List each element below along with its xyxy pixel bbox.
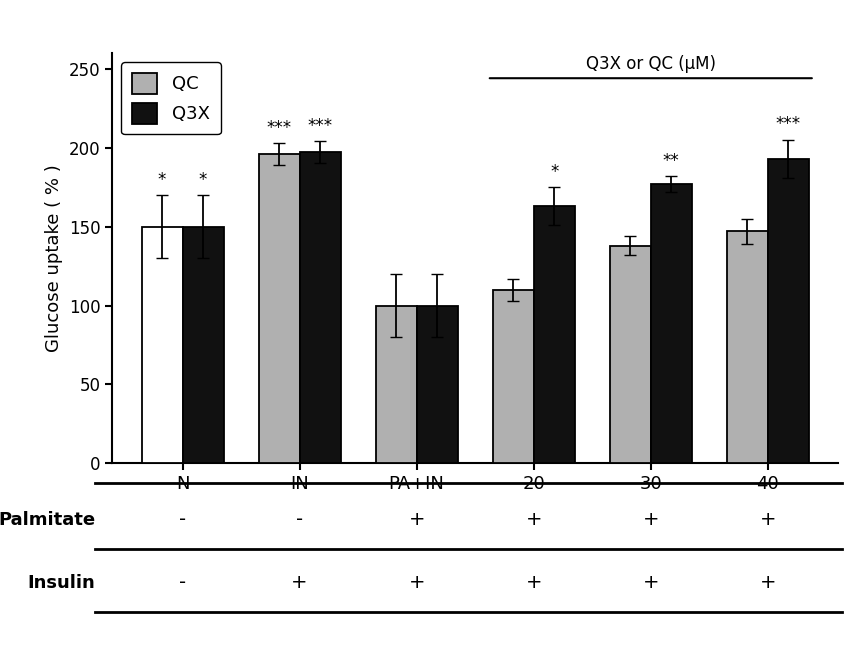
Text: Q3X or QC (μM): Q3X or QC (μM) <box>586 56 715 73</box>
Legend: QC, Q3X: QC, Q3X <box>121 62 220 134</box>
Text: +: + <box>409 573 425 592</box>
Text: -: - <box>179 510 186 529</box>
Text: -: - <box>179 573 186 592</box>
Bar <box>534 206 575 463</box>
Bar <box>416 306 458 463</box>
Text: **: ** <box>663 152 680 169</box>
Bar <box>182 226 224 463</box>
Text: *: * <box>158 171 166 189</box>
Text: +: + <box>525 573 542 592</box>
Bar <box>651 184 692 463</box>
Text: +: + <box>643 573 659 592</box>
Text: +: + <box>643 510 659 529</box>
Text: *: * <box>550 163 558 181</box>
Text: -: - <box>296 510 303 529</box>
Bar <box>492 290 534 463</box>
Bar <box>142 226 182 463</box>
Text: ***: *** <box>267 118 292 136</box>
Text: +: + <box>759 573 776 592</box>
Bar <box>300 152 340 463</box>
Text: ***: *** <box>776 115 801 134</box>
Text: Palmitate: Palmitate <box>0 510 95 529</box>
Text: +: + <box>759 510 776 529</box>
Bar <box>258 154 300 463</box>
Text: *: * <box>199 171 207 189</box>
Bar <box>768 159 809 463</box>
Text: +: + <box>409 510 425 529</box>
Text: +: + <box>291 573 308 592</box>
Text: Insulin: Insulin <box>28 573 95 592</box>
Bar <box>376 306 416 463</box>
Bar <box>727 231 768 463</box>
Text: +: + <box>525 510 542 529</box>
Y-axis label: Glucose uptake ( % ): Glucose uptake ( % ) <box>45 164 63 352</box>
Bar <box>610 246 651 463</box>
Text: ***: *** <box>308 117 333 135</box>
